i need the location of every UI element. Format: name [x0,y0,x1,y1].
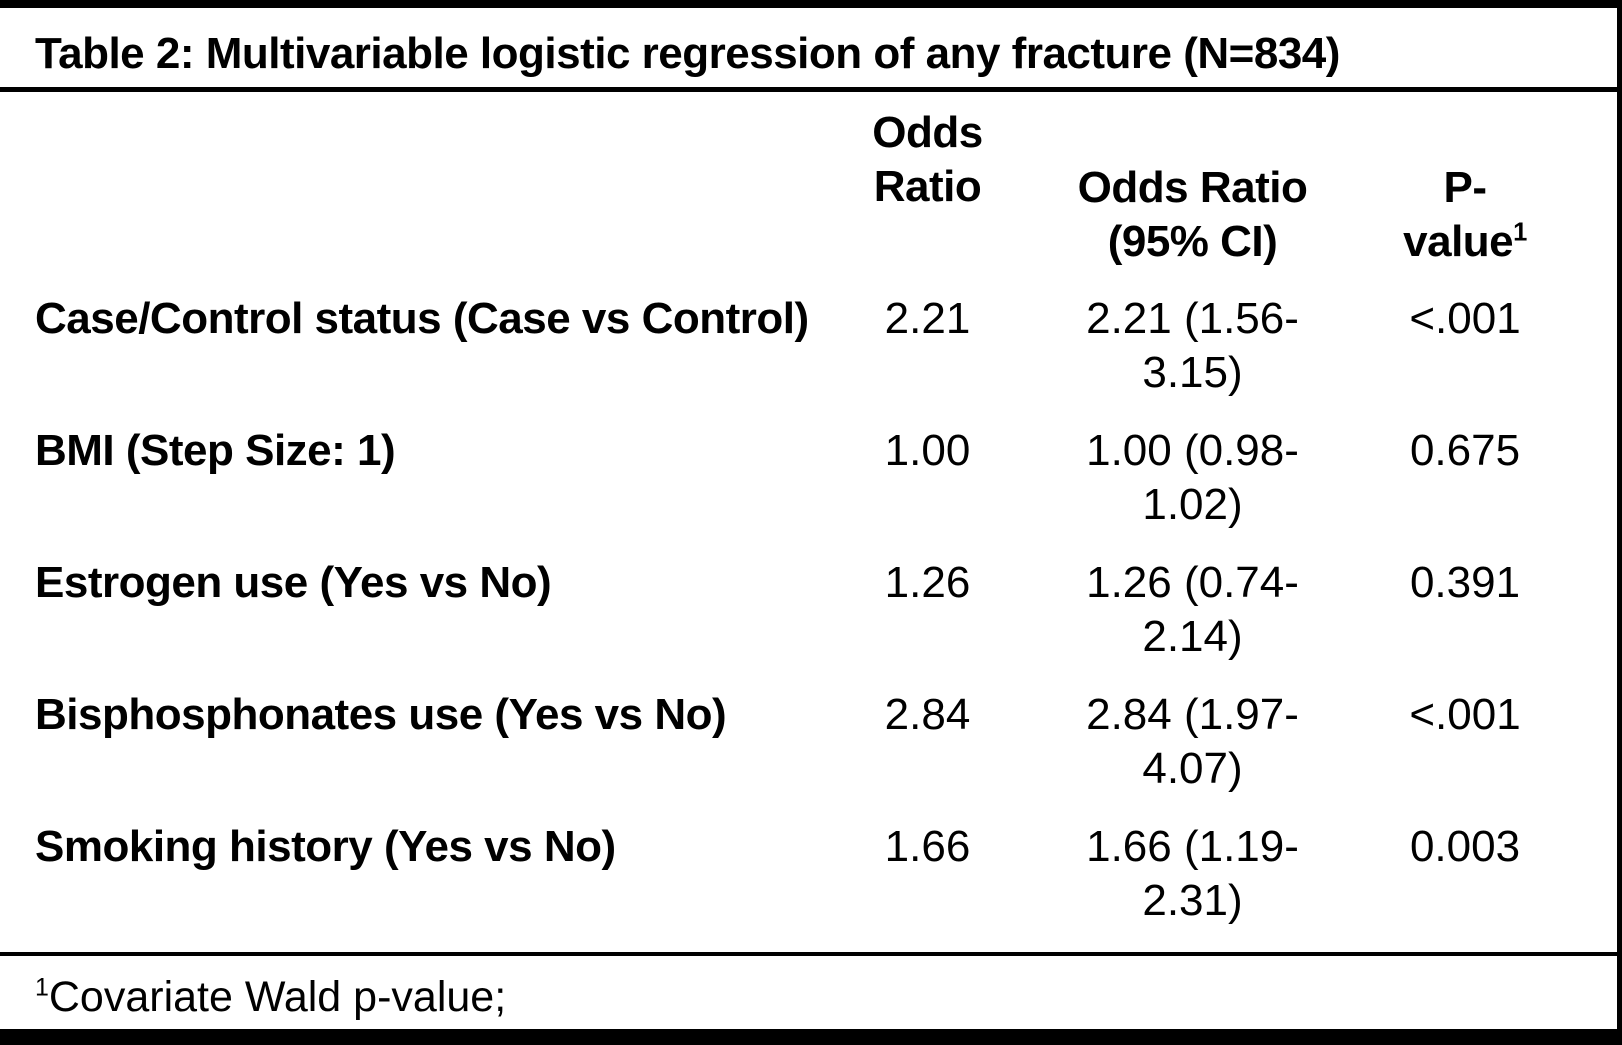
p-value-header-text: P-value [1403,163,1514,266]
footnote-text: Covariate Wald p-value; [48,973,507,1022]
p-value: <.001 [1409,294,1521,344]
footnote: 1Covariate Wald p-value; [0,956,1622,1024]
table-row: Bisphosphonates use (Yes vs No) 2.84 2.8… [0,688,1590,820]
variable-label: Estrogen use (Yes vs No) [35,558,552,608]
variable-label: Case/Control status (Case vs Control) [35,294,809,344]
odds-ratio-ci-value: 1.66 (1.19-2.31) [1086,822,1299,926]
p-value: 0.003 [1409,822,1521,872]
odds-ratio-ci-value: 2.21 (1.56-3.15) [1086,294,1299,398]
odds-ratio-value: 2.21 [884,294,971,344]
odds-ratio-value: 2.84 [884,690,971,740]
table-title: Table 2: Multivariable logistic regressi… [35,29,1340,78]
p-value-footnote-marker: 1 [1513,218,1527,247]
p-value-header-label: P-value1 [1390,161,1540,268]
odds-ratio-ci-value: 1.26 (0.74-2.14) [1086,558,1299,662]
bottom-border-bar [0,1029,1622,1045]
p-value: 0.391 [1409,558,1521,608]
variable-label: BMI (Step Size: 1) [35,426,396,476]
footnote-marker: 1 [35,974,49,1003]
column-header-p-value: P-value1 [1340,92,1590,292]
table-row: Estrogen use (Yes vs No) 1.26 1.26 (0.74… [0,556,1590,688]
column-header-odds-ratio-ci: Odds Ratio (95% CI) [1045,92,1340,292]
p-value: 0.675 [1409,426,1521,476]
column-header-variable [0,92,810,292]
odds-ratio-value: 1.66 [884,822,971,872]
variable-label: Smoking history (Yes vs No) [35,822,616,872]
odds-ratio-ci-value: 1.00 (0.98-1.02) [1086,426,1299,530]
regression-table: Odds Ratio Odds Ratio (95% CI) P-value1 … [0,92,1590,952]
odds-ratio-value: 1.00 [884,426,971,476]
footnote-top-rule [0,952,1622,957]
p-value: <.001 [1409,690,1521,740]
table-row: Smoking history (Yes vs No) 1.66 1.66 (1… [0,820,1590,952]
table-row: Case/Control status (Case vs Control) 2.… [0,292,1590,424]
header-row: Odds Ratio Odds Ratio (95% CI) P-value1 [0,92,1590,292]
odds-ratio-ci-header-label: Odds Ratio (95% CI) [1077,163,1308,266]
odds-ratio-ci-value: 2.84 (1.97-4.07) [1086,690,1299,794]
top-border-bar [0,0,1622,8]
odds-ratio-header-label: Odds Ratio [872,108,983,212]
right-border-line [1617,0,1622,1045]
odds-ratio-value: 1.26 [884,558,971,608]
table-row: BMI (Step Size: 1) 1.00 1.00 (0.98-1.02)… [0,424,1590,556]
header-top-rule [0,87,1622,93]
variable-label: Bisphosphonates use (Yes vs No) [35,690,727,740]
column-header-odds-ratio: Odds Ratio [810,92,1045,292]
